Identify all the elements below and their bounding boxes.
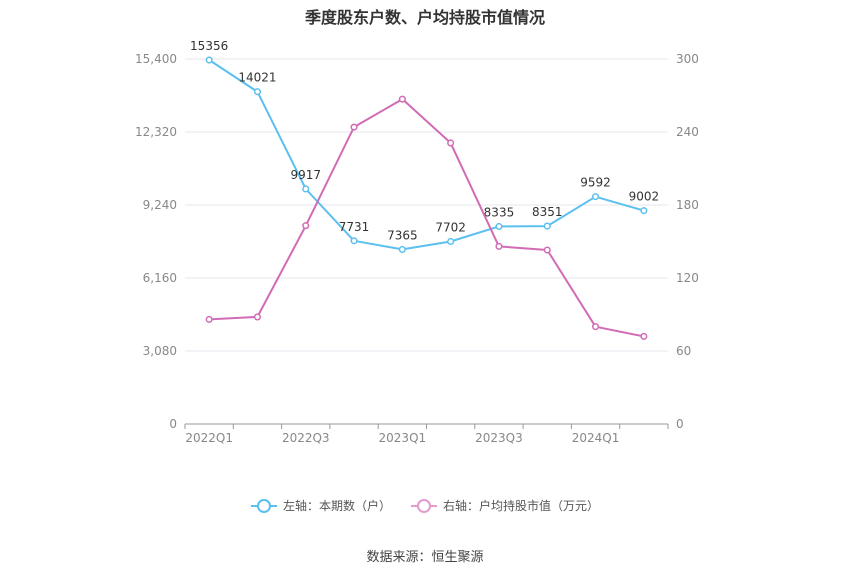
data-point-left — [495, 222, 503, 230]
y-right-tick-label: 300 — [676, 52, 699, 66]
data-label: 9917 — [290, 168, 321, 182]
data-point-right — [350, 123, 358, 131]
data-label: 15356 — [190, 39, 228, 53]
x-tick-label: 2023Q3 — [475, 431, 523, 445]
y-right-tick-label: 120 — [676, 271, 699, 285]
y-left-tick-label: 15,400 — [135, 52, 177, 66]
data-point-right — [447, 139, 455, 147]
x-tick-label: 2022Q3 — [282, 431, 330, 445]
y-right-tick-label: 240 — [676, 125, 699, 139]
data-point-left — [350, 237, 358, 245]
data-point-left — [640, 207, 648, 215]
data-point-left — [592, 193, 600, 201]
data-point-left — [205, 56, 213, 64]
data-point-left — [253, 88, 262, 96]
y-left-tick-label: 12,320 — [135, 125, 177, 139]
legend-line-circle-icon — [411, 498, 437, 513]
data-label: 8351 — [532, 205, 563, 219]
data-point-left — [447, 237, 455, 246]
y-right-tick-label: 60 — [676, 344, 691, 358]
data-point-right — [592, 323, 600, 331]
data-label: 9002 — [629, 190, 660, 204]
legend-label-left-series: 左轴：本期数（户） — [282, 499, 391, 513]
data-label: 7702 — [435, 220, 466, 234]
series-line-left — [208, 59, 645, 251]
y-left-tick-label: 3,080 — [143, 344, 177, 358]
y-left-tick-label: 0 — [169, 417, 177, 431]
legend-line-circle-icon — [250, 498, 277, 513]
data-point-right — [495, 242, 503, 250]
legend-item-right-series[interactable]: 右轴：户均持股市值（万元） — [411, 497, 599, 514]
x-tick-label: 2023Q1 — [379, 431, 427, 445]
data-point-left — [398, 245, 406, 253]
data-point-right — [543, 246, 551, 254]
data-point-right — [253, 313, 262, 321]
x-tick-label: 2024Q1 — [572, 431, 620, 445]
chart-svg: 0 0 3,080 60 6,160 120 9,240 180 12,320 240 15,400… — [135, 39, 699, 445]
data-label: 9592 — [580, 176, 611, 190]
source-note: 数据来源：恒生聚源 — [366, 550, 484, 565]
data-point-left — [302, 185, 310, 193]
y-right-tick-label: 180 — [676, 198, 699, 212]
data-point-right — [302, 222, 310, 230]
data-label: 14021 — [238, 71, 276, 85]
data-point-left — [543, 222, 551, 230]
data-point-right — [640, 332, 648, 340]
chart-title: 季度股东户数、户均持股市值情况 — [304, 8, 545, 27]
legend-label-right-series: 右轴：户均持股市值（万元） — [443, 499, 600, 513]
legend-item-left-series[interactable]: 左轴：本期数（户） — [250, 497, 391, 514]
data-label: 8335 — [484, 205, 515, 219]
y-right-tick-label: 0 — [676, 417, 684, 431]
x-tick-label: 2022Q1 — [185, 431, 233, 445]
data-label: 7731 — [339, 220, 370, 234]
series-line-right — [209, 98, 644, 338]
legend: 左轴：本期数（户） 右轴：户均持股市值（万元） — [0, 497, 850, 514]
data-label: 7365 — [387, 228, 418, 242]
y-left-tick-label: 6,160 — [143, 271, 177, 285]
y-left-tick-label: 9,240 — [143, 198, 177, 212]
data-point-right — [205, 315, 213, 323]
data-point-right — [398, 95, 406, 103]
